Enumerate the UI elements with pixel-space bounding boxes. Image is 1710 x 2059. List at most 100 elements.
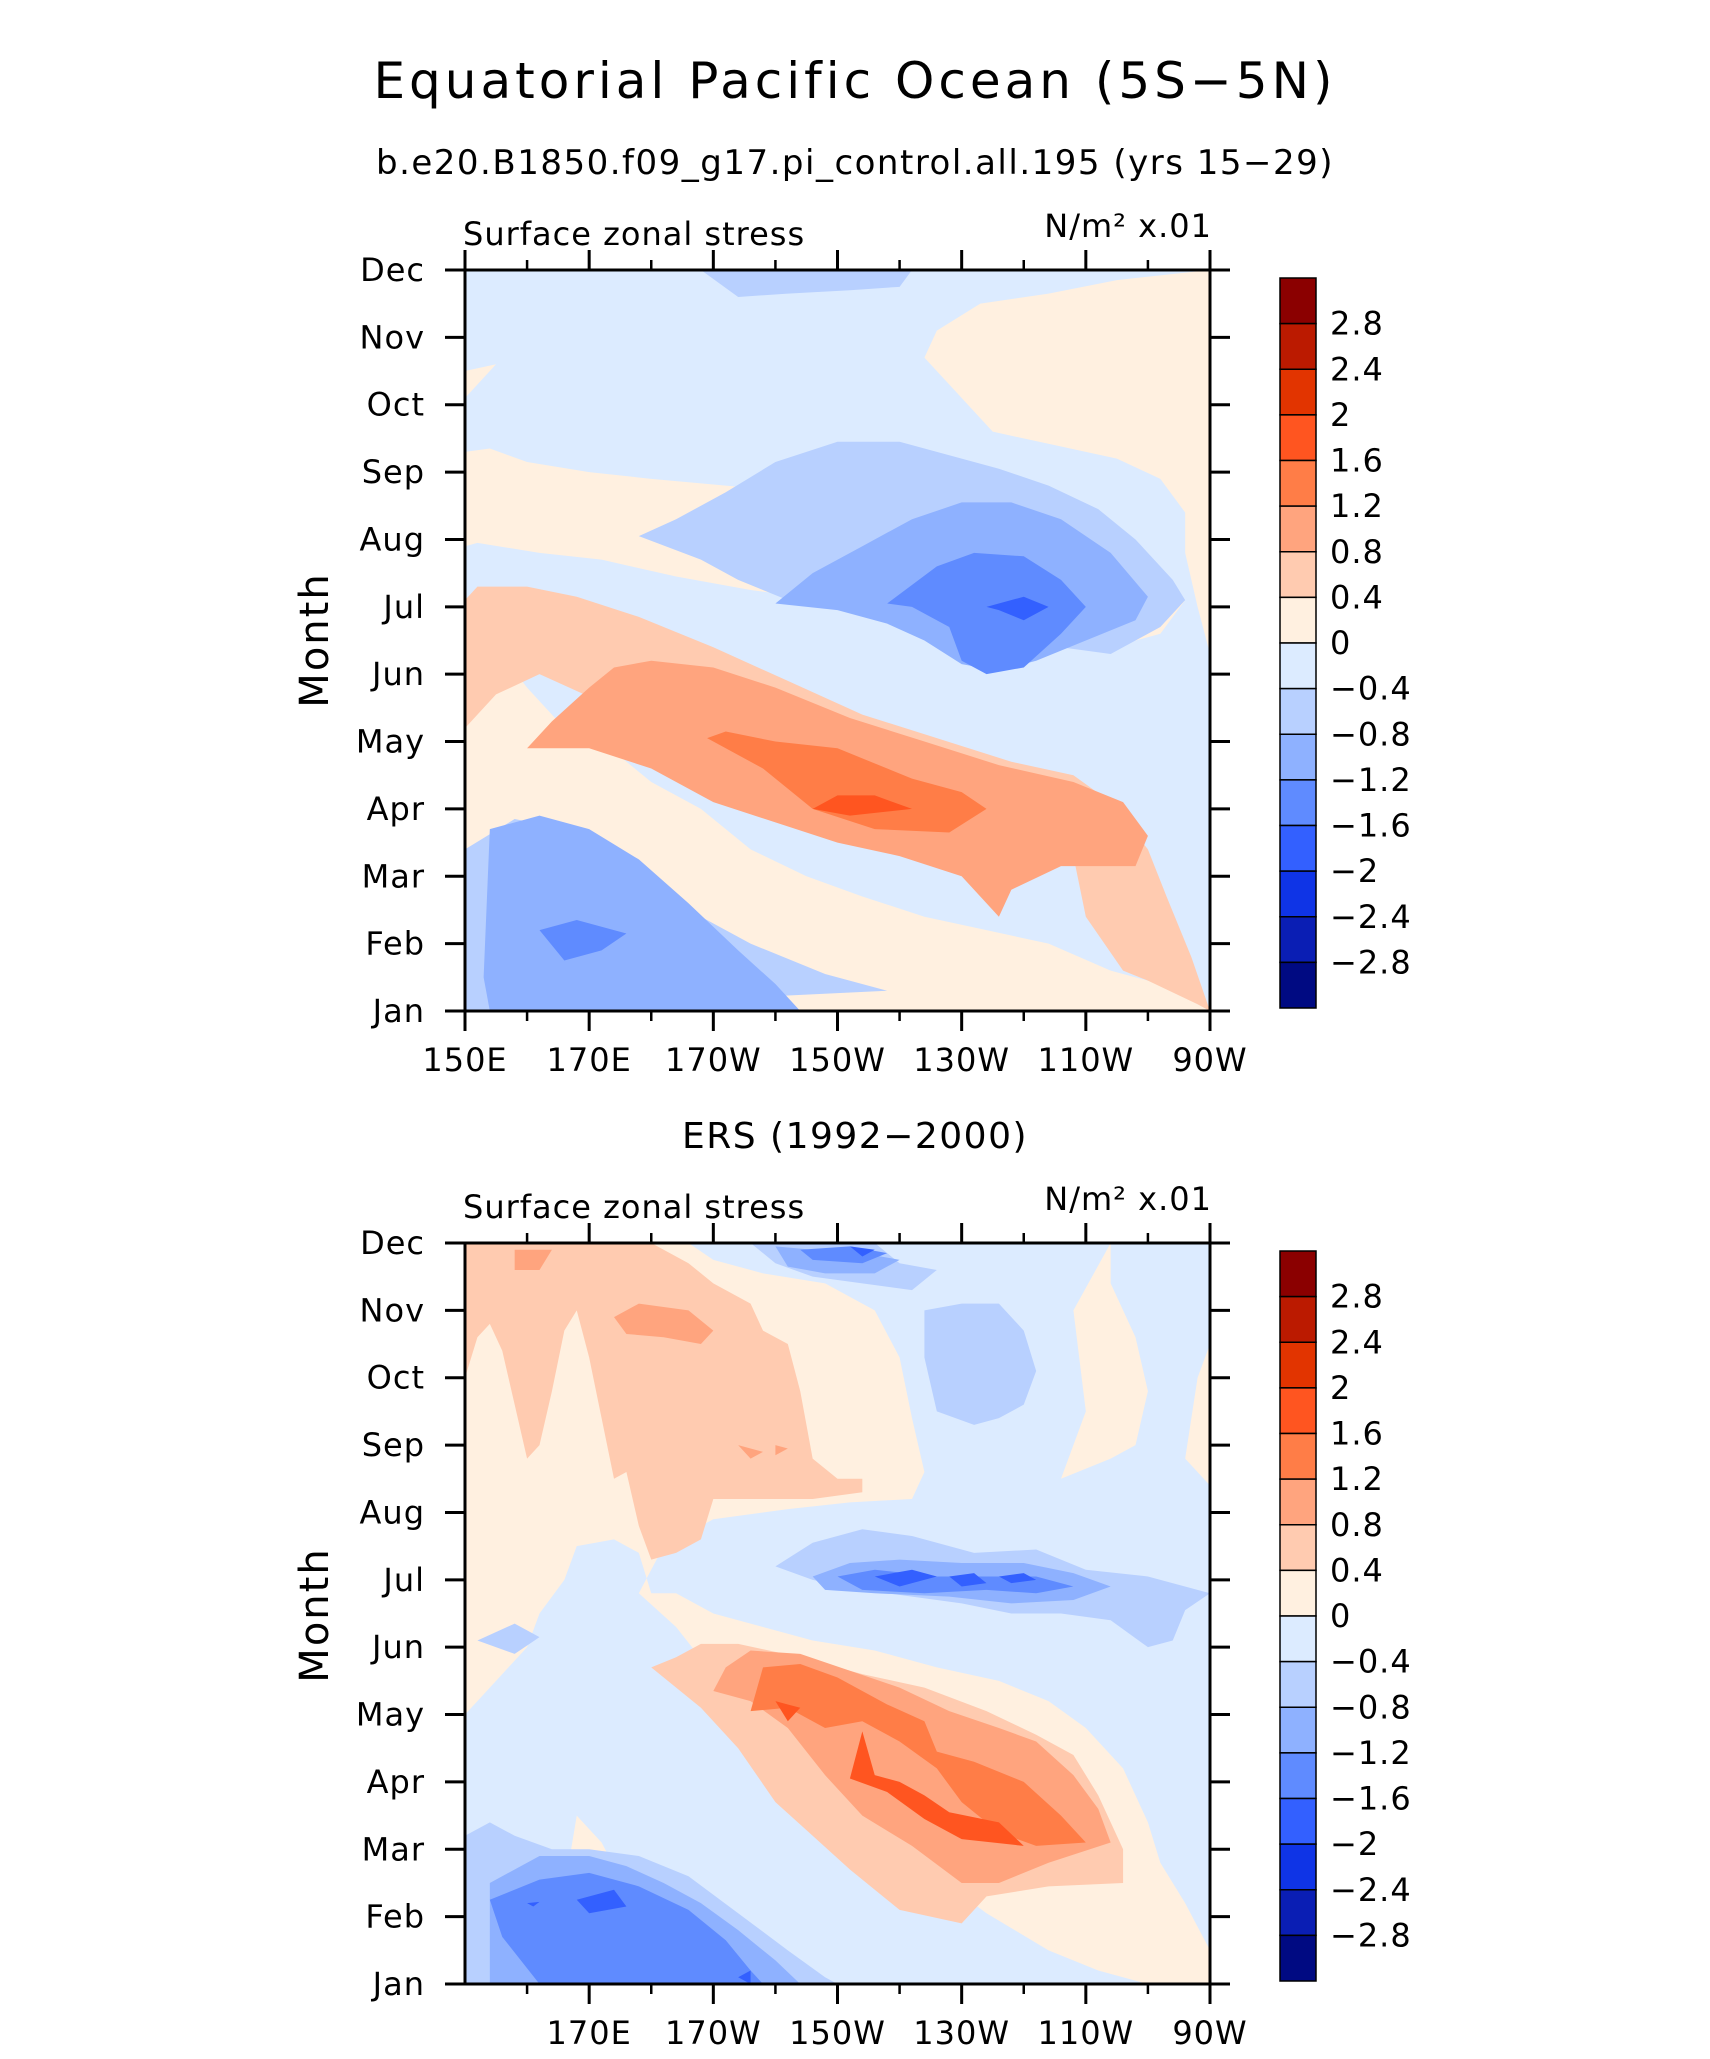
panel-2-fill-pos-08 [514, 1249, 1111, 1883]
x-tick-label: 130W [913, 1041, 1010, 1079]
x-tick-label: 170E [547, 2014, 632, 2052]
y-tick-label: Feb [365, 925, 425, 963]
colorbar-swatch [1279, 1660, 1317, 1708]
panel-1-left-string: Surface zonal stress [463, 215, 805, 253]
figure-subtitle: b.e20.B1850.f09_g17.pi_control.all.195 (… [376, 143, 1334, 183]
colorbar-swatch [1279, 322, 1317, 370]
colorbar-panel-2: 2.8 2.4 2 1.6 1.2 0.8 0.4 0 −0.4 −0.8 −1.2 −1.6 −2 −2… [1279, 1250, 1412, 1982]
colorbar-swatch [1279, 1432, 1317, 1480]
colorbar-label: −1.2 [1330, 761, 1412, 799]
y-tick-label: Jan [371, 992, 425, 1030]
y-tick-label: Dec [360, 251, 425, 289]
colorbar-swatch [1279, 1524, 1317, 1572]
colorbar-swatch [1279, 1752, 1317, 1800]
y-tick-label: Nov [360, 318, 425, 356]
panel-model: Surface zonal stress N/m² x.01 Month Jan… [292, 207, 1247, 1079]
colorbar-swatch [1279, 1478, 1317, 1526]
x-tick-label: 150W [789, 2014, 886, 2052]
colorbar-label: 2.8 [1330, 1278, 1384, 1316]
x-tick-label: 170W [665, 1041, 762, 1079]
y-tick-label: Dec [360, 1224, 425, 1262]
panel-1-plot [465, 270, 1210, 1011]
colorbar-label: −2.8 [1330, 1916, 1412, 1954]
colorbar-label: 1.6 [1330, 1415, 1384, 1453]
x-tick-label: 170E [547, 1041, 632, 1079]
colorbar-label: −2.4 [1330, 898, 1412, 936]
y-tick-label: Jan [371, 1965, 425, 2003]
colorbar-label: −0.4 [1330, 1643, 1412, 1681]
y-tick-label: Sep [362, 1426, 425, 1464]
colorbar-label: −2 [1330, 852, 1379, 890]
colorbar-swatch [1279, 1569, 1317, 1617]
colorbar-swatch [1279, 1615, 1317, 1663]
y-tick-label: Aug [360, 520, 425, 558]
colorbar-swatch [1279, 961, 1317, 1009]
colorbar-label: 0.4 [1330, 578, 1384, 616]
x-tick-label: 90W [1172, 1041, 1247, 1079]
x-tick-label: 130W [913, 2014, 1010, 2052]
colorbar-label: −0.8 [1330, 715, 1412, 753]
colorbar-label: −1.6 [1330, 1780, 1412, 1818]
colorbar-panel-1: 2.8 2.4 2 1.6 1.2 0.8 0.4 0 −0.4 −0.8 −1.2 −1.6 −2 −2… [1279, 277, 1412, 1009]
colorbar-swatch [1279, 733, 1317, 781]
x-tick-label: 90W [1172, 2014, 1247, 2052]
colorbar-swatch [1279, 870, 1317, 918]
colorbar-label: −1.2 [1330, 1734, 1412, 1772]
panel-2-fill-pos-16 [775, 1701, 1024, 1846]
y-tick-label: Mar [362, 857, 425, 895]
colorbar-swatch [1279, 916, 1317, 964]
colorbar-swatch [1279, 505, 1317, 553]
colorbar-swatch [1279, 687, 1317, 735]
colorbar-label: 0 [1330, 624, 1351, 662]
panel-2-left-string: Surface zonal stress [463, 1188, 805, 1226]
colorbar-swatch [1279, 1797, 1317, 1845]
colorbar-swatch [1279, 1341, 1317, 1389]
y-tick-label: May [356, 723, 425, 761]
colorbar-label: 1.2 [1330, 1460, 1384, 1498]
colorbar-label: 2.4 [1330, 1323, 1384, 1361]
y-tick-label: Sep [362, 453, 425, 491]
panel-2-fill-pos-12 [750, 1664, 1086, 1846]
panel-1-fill-pos-16-a [812, 795, 912, 816]
colorbar-swatch [1279, 368, 1317, 416]
panel-2-plot [465, 1243, 1210, 1984]
y-tick-label: Aug [360, 1493, 425, 1531]
panel-1-right-string: N/m² x.01 [1044, 207, 1212, 245]
colorbar-swatch [1279, 1387, 1317, 1435]
colorbar-label: 2.4 [1330, 350, 1384, 388]
panel-1-fill-ne-08-top [700, 270, 912, 297]
colorbar-swatch [1279, 779, 1317, 827]
colorbar-swatch [1279, 1295, 1317, 1343]
colorbar-label: 0.8 [1330, 1506, 1384, 1544]
y-tick-label: Jul [381, 588, 425, 626]
y-tick-label: Jul [381, 1561, 425, 1599]
x-tick-label: 150E [422, 1041, 507, 1079]
y-tick-label: Oct [367, 1359, 425, 1397]
colorbar-label: −0.4 [1330, 670, 1412, 708]
y-tick-label: Oct [367, 386, 425, 424]
colorbar-label: 1.2 [1330, 487, 1384, 525]
colorbar-swatch [1279, 1843, 1317, 1891]
colorbar-swatch [1279, 1889, 1317, 1937]
colorbar-label: −2.8 [1330, 943, 1412, 981]
y-tick-label: Feb [365, 1898, 425, 1936]
panel-2-ylabel: Month [292, 1547, 338, 1682]
y-tick-label: May [356, 1696, 425, 1734]
colorbar-swatch [1279, 596, 1317, 644]
x-tick-label: 170W [665, 2014, 762, 2052]
y-tick-label: Jun [370, 655, 425, 693]
colorbar-label: −2 [1330, 1825, 1379, 1863]
colorbar-swatch [1279, 1250, 1317, 1298]
colorbar-label: 1.6 [1330, 442, 1384, 480]
y-tick-label: Apr [367, 790, 425, 828]
colorbar-label: 2 [1330, 1369, 1351, 1407]
colorbar-swatch [1279, 459, 1317, 507]
y-tick-label: Apr [367, 1763, 425, 1801]
colorbar-swatch [1279, 414, 1317, 462]
x-tick-label: 150W [789, 1041, 886, 1079]
colorbar-label: −0.8 [1330, 1688, 1412, 1726]
colorbar-swatch [1279, 277, 1317, 325]
colorbar-swatch [1279, 551, 1317, 599]
colorbar-label: 0.4 [1330, 1551, 1384, 1589]
